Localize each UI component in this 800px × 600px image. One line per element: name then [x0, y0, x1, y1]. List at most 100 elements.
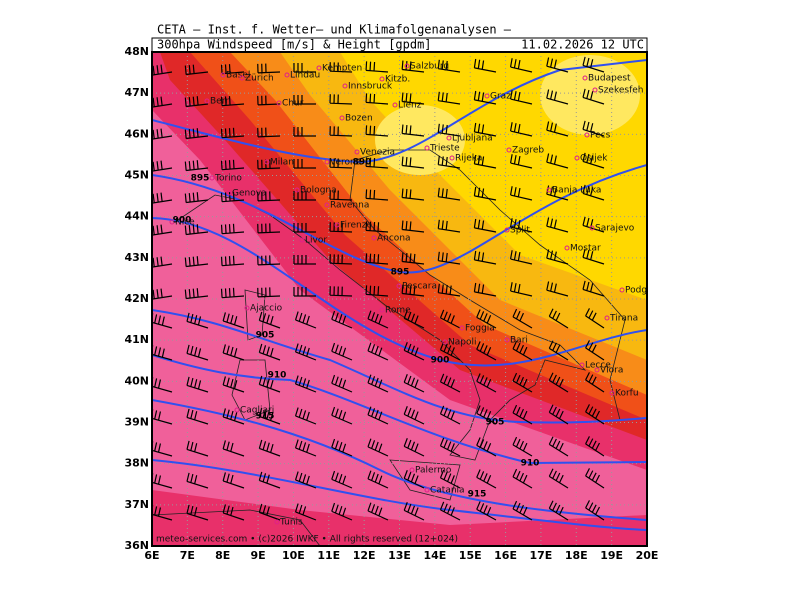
wind-barb [473, 186, 497, 201]
wind-barb [186, 344, 209, 361]
wind-barb [585, 372, 605, 393]
city-marker [371, 235, 377, 241]
city-marker [409, 467, 415, 473]
y-tick-label: 48N [124, 45, 149, 58]
wind-barb [329, 94, 353, 105]
header-line: CETA — Inst. f. Wetter— und Klimafolgena… [157, 23, 512, 37]
x-tick-label: 12E [353, 549, 376, 562]
wind-barb [220, 159, 245, 171]
city-label: Banja Luka [552, 186, 601, 196]
wind-barb [365, 125, 389, 137]
contour-labels: 890 895 895 900 900 905 905 910 910 915 915 [173, 158, 540, 500]
wind-barb [473, 58, 497, 73]
city-marker [582, 75, 588, 81]
wind-barb [403, 438, 425, 457]
x-tick-label: 8E [215, 549, 230, 562]
wind-barb [548, 372, 569, 393]
city-marker [594, 367, 600, 373]
wind-barb [367, 406, 389, 425]
x-tick-label: 10E [282, 549, 305, 562]
city-label: Milan [270, 158, 294, 168]
city-label: Salzburg [410, 62, 449, 72]
city-marker [204, 98, 210, 104]
city-label: Tirana [609, 314, 638, 324]
wind-barb [294, 375, 317, 393]
wind-barb [220, 191, 245, 203]
wind-barb [476, 373, 497, 393]
city-marker [226, 190, 232, 196]
wind-barb [585, 340, 605, 361]
wind-barb [257, 127, 281, 138]
city-label: Bozen [345, 114, 373, 124]
wind-barb [184, 128, 209, 140]
city-marker [334, 222, 340, 228]
wind-barb [152, 409, 173, 425]
wind-barb [473, 282, 497, 297]
wind-barb [582, 88, 605, 105]
city-label: Bern [210, 97, 231, 107]
wind-fill [375, 105, 465, 175]
wind-barb [257, 255, 281, 266]
city-marker [589, 225, 595, 231]
y-tick-label: 44N [124, 210, 149, 223]
wind-barb [439, 405, 461, 425]
wind-barb [548, 308, 569, 329]
city-marker [239, 75, 245, 81]
city-label: Szekesfeh [598, 86, 644, 96]
wind-barb [546, 153, 569, 169]
wind-barb [331, 406, 353, 425]
wind-barb [548, 404, 569, 425]
wind-barb [401, 284, 425, 297]
y-tick-label: 43N [124, 251, 149, 264]
wind-barb [367, 310, 389, 329]
city-label: Genova [232, 189, 267, 199]
city-label: Sarajevo [595, 224, 635, 234]
city-label: Cagliari [240, 406, 274, 416]
wind-barb [509, 154, 533, 169]
wind-barb [403, 406, 425, 425]
wind-barb [548, 500, 569, 521]
y-tick-label: 39N [124, 416, 149, 429]
city-label: Venezia [360, 148, 395, 158]
wind-barb [437, 155, 461, 169]
city-marker [446, 135, 452, 141]
wind-barb [294, 503, 317, 521]
contour-label: 900 [431, 356, 450, 366]
wind-barb [582, 152, 605, 169]
wind-barb [186, 472, 209, 489]
wind-barb [329, 254, 353, 265]
wind-barb [186, 376, 209, 393]
city-marker [449, 155, 455, 161]
footer: meteo-services.com • (c)2026 IWKF • All … [156, 535, 458, 545]
city-label: Napoli [448, 338, 476, 348]
wind-barb [329, 222, 353, 233]
y-tick-label: 41N [124, 333, 149, 346]
axes: 6E 7E 8E 9E 10E 11E 12E 13E 14E 15E 16E 17E 18E 19E 20… [124, 45, 658, 562]
wind-barb [258, 471, 281, 489]
wind-barb [546, 185, 569, 201]
wind-barb [152, 313, 173, 329]
wind-barb [439, 341, 461, 361]
wind-barb [473, 122, 497, 137]
wind-barb [401, 252, 425, 265]
wind-barb [509, 122, 533, 137]
city-marker [546, 187, 552, 193]
city-marker [284, 72, 290, 78]
contour-label: 895 [391, 268, 410, 278]
wind-barb [365, 93, 389, 105]
wind-barb [437, 251, 461, 265]
wind-barb [582, 56, 605, 73]
x-tick-label: 16E [494, 549, 517, 562]
city-marker [619, 287, 625, 293]
city-marker [379, 307, 385, 313]
wind-barb [220, 255, 245, 267]
wind-barb [257, 223, 281, 234]
city-marker [579, 362, 585, 368]
city-marker [234, 407, 240, 413]
wind-barb [546, 281, 569, 297]
wind-barb [437, 219, 461, 233]
wind-barb [331, 342, 353, 361]
y-tick-label: 46N [124, 127, 149, 140]
wind-barb [512, 468, 533, 489]
wind-barb [367, 342, 389, 361]
